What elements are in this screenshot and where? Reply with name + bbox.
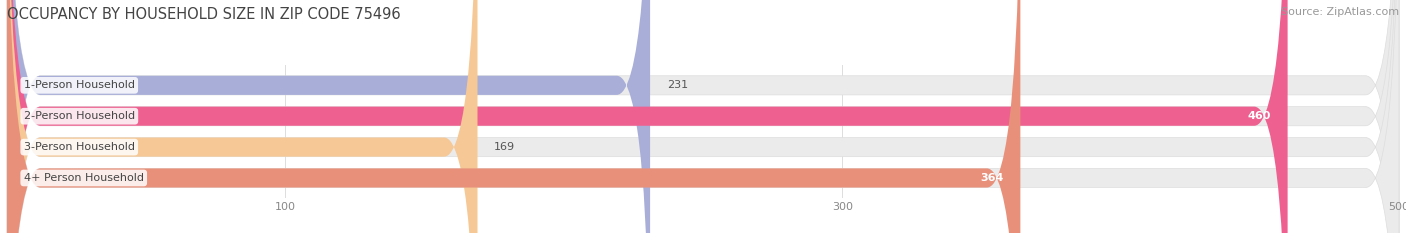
Text: 3-Person Household: 3-Person Household <box>24 142 135 152</box>
Text: 4+ Person Household: 4+ Person Household <box>24 173 143 183</box>
FancyBboxPatch shape <box>7 0 478 233</box>
Text: Source: ZipAtlas.com: Source: ZipAtlas.com <box>1281 7 1399 17</box>
Text: 460: 460 <box>1247 111 1271 121</box>
Text: 169: 169 <box>495 142 516 152</box>
Text: 231: 231 <box>666 80 688 90</box>
FancyBboxPatch shape <box>7 0 1021 233</box>
FancyBboxPatch shape <box>7 0 1399 233</box>
Text: 1-Person Household: 1-Person Household <box>24 80 135 90</box>
Text: 2-Person Household: 2-Person Household <box>24 111 135 121</box>
Text: 364: 364 <box>980 173 1004 183</box>
FancyBboxPatch shape <box>7 0 1399 233</box>
Text: OCCUPANCY BY HOUSEHOLD SIZE IN ZIP CODE 75496: OCCUPANCY BY HOUSEHOLD SIZE IN ZIP CODE … <box>7 7 401 22</box>
FancyBboxPatch shape <box>7 0 1288 233</box>
FancyBboxPatch shape <box>7 0 1399 233</box>
FancyBboxPatch shape <box>7 0 650 233</box>
FancyBboxPatch shape <box>7 0 1399 233</box>
